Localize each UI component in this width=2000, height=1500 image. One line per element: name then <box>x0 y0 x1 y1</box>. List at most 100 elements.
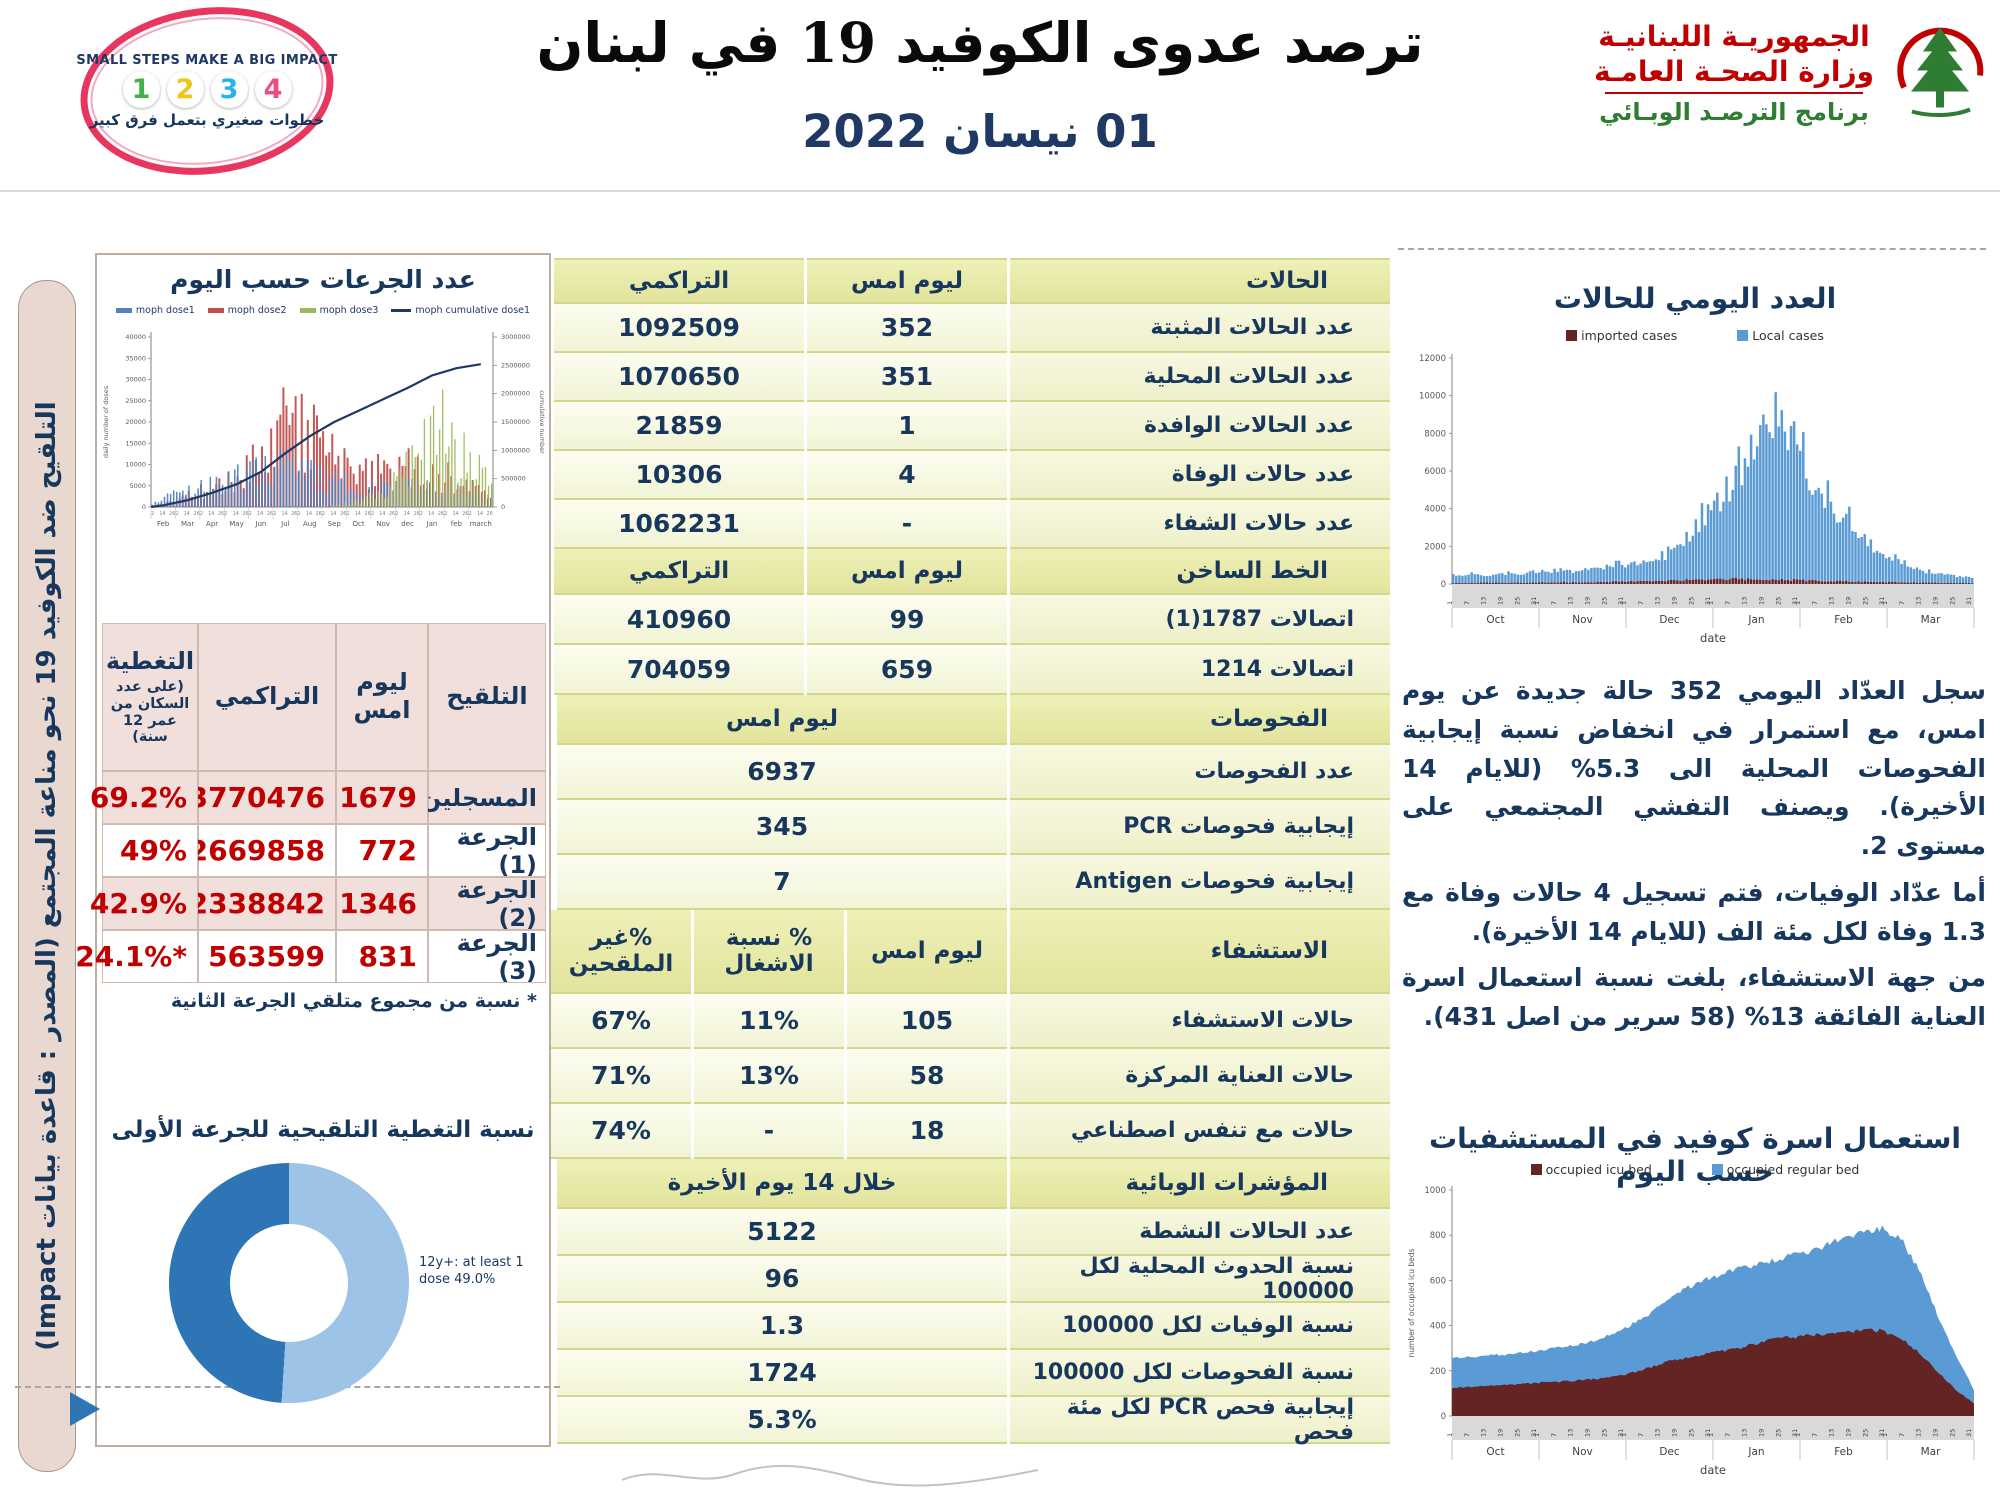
column-header: ليوم امس <box>557 695 1007 745</box>
svg-text:Mar: Mar <box>1921 1446 1941 1458</box>
row-value: 410960 <box>554 595 804 645</box>
svg-text:2: 2 <box>249 511 252 517</box>
svg-text:date: date <box>1700 1463 1726 1477</box>
row-value: 10306 <box>554 451 804 500</box>
svg-text:2: 2 <box>444 511 447 517</box>
row-label: اتصالات 1787(1) <box>1010 595 1390 645</box>
summary-p1: سجل العدّاد اليومي 352 حالة جديدة عن يوم… <box>1402 676 1986 860</box>
svg-text:31: 31 <box>1617 597 1625 605</box>
legend-label: moph cumulative dose1 <box>415 305 531 316</box>
icu-bed-swatch-icon <box>1530 1164 1542 1175</box>
row-value: 5122 <box>557 1209 1007 1256</box>
vaccination-table: التلقيح ليوم امس التراكمي التغطية (على عدد ا… <box>75 623 546 985</box>
svg-text:25000: 25000 <box>125 397 146 405</box>
row-value: 351 <box>807 353 1007 402</box>
svg-text:7: 7 <box>1724 1433 1732 1437</box>
legend-label: imported cases <box>1581 328 1678 343</box>
svg-text:march: march <box>470 520 492 528</box>
svg-text:31: 31 <box>1704 597 1712 605</box>
svg-text:19: 19 <box>1671 1429 1679 1437</box>
svg-text:14: 14 <box>159 511 165 517</box>
svg-text:25: 25 <box>1774 1429 1782 1437</box>
svg-text:500000: 500000 <box>501 475 526 483</box>
svg-text:Sep: Sep <box>328 520 342 528</box>
svg-text:13: 13 <box>1741 1429 1749 1437</box>
first-dose-coverage-donut <box>169 1163 409 1403</box>
row-label: عدد حالات الوفاة <box>1010 451 1390 500</box>
svg-text:31: 31 <box>1704 1429 1712 1437</box>
legend-label: Local cases <box>1752 328 1824 343</box>
svg-text:May: May <box>229 520 243 528</box>
svg-text:600: 600 <box>1430 1276 1446 1286</box>
row-value: 58 <box>847 1049 1007 1104</box>
svg-text:Jul: Jul <box>280 520 290 528</box>
svg-text:Nov: Nov <box>1572 1446 1593 1458</box>
row-value: 13% <box>694 1049 844 1104</box>
beds-chart-title: استعمال اسرة كوفيد في المستشفيات حسب الي… <box>1429 1122 1961 1188</box>
svg-text:7: 7 <box>1724 601 1732 605</box>
svg-text:13: 13 <box>1480 597 1488 605</box>
vacc-row-value: 2338842 <box>189 877 336 930</box>
vacc-row-value: 24.1%* <box>75 930 198 983</box>
svg-text:4000: 4000 <box>1424 505 1446 515</box>
row-value: 4 <box>807 451 1007 500</box>
vacc-row-label: الجرعة (1) <box>428 823 546 879</box>
svg-text:31: 31 <box>1878 597 1886 605</box>
legend-label: moph dose2 <box>227 305 287 316</box>
svg-text:1: 1 <box>1881 601 1889 605</box>
vacc-row-label: الجرعة (2) <box>428 876 546 932</box>
svg-text:800: 800 <box>1430 1231 1446 1241</box>
doses-by-day-chart: 0 5000 10000 15000 20000 25000 30000 35000 40000… <box>99 321 546 575</box>
svg-text:19: 19 <box>1497 597 1505 605</box>
legend-label: occupied icu bed <box>1545 1162 1652 1177</box>
daily-cases-chart: 0 2000 4000 6000 8000 10000 12000 1 7 13 19 25 31 Oct… <box>1402 346 1988 662</box>
cedar-icon <box>1890 12 1990 134</box>
doses-chart-title: عدد الجرعات حسب اليوم <box>170 265 476 294</box>
legend-label: moph dose3 <box>319 305 379 316</box>
step-2-icon: 2 <box>166 71 204 108</box>
svg-text:13: 13 <box>1567 597 1575 605</box>
row-label: عدد الحالات الوافدة <box>1010 402 1390 451</box>
svg-text:daily number of doses: daily number of doses <box>102 385 110 458</box>
column-header: ليوم امس <box>807 258 1007 304</box>
row-label: اتصالات 1214 <box>1010 645 1390 695</box>
svg-text:2: 2 <box>371 511 374 517</box>
svg-text:26: 26 <box>218 511 224 517</box>
svg-text:2: 2 <box>395 511 398 517</box>
column-header: الفحوصات <box>1010 695 1390 745</box>
svg-text:400: 400 <box>1430 1322 1446 1332</box>
row-value: 1 <box>807 402 1007 451</box>
vacc-row-value: 42.9% <box>90 877 198 930</box>
vacc-row-value: 772 <box>336 824 428 877</box>
svg-text:14: 14 <box>281 511 287 517</box>
row-label: إيجابية فحص PCR لكل مئة فحص <box>1010 1395 1390 1445</box>
svg-text:date: date <box>1700 631 1726 645</box>
doses-chart-legend: moph dose1 moph dose2 moph dose3 moph cu… <box>97 305 549 316</box>
row-value: 67% <box>551 994 691 1049</box>
row-value: 1062231 <box>554 500 804 549</box>
legend-item: moph dose1 <box>115 305 195 316</box>
row-value: 345 <box>557 800 1007 855</box>
svg-text:26: 26 <box>462 511 468 517</box>
svg-text:30000: 30000 <box>125 376 146 384</box>
svg-text:7: 7 <box>1898 601 1906 605</box>
svg-text:0: 0 <box>142 503 146 511</box>
summary-paragraph: سجل العدّاد اليومي 352 حالة جديدة عن يوم… <box>1402 672 1986 1045</box>
svg-text:19: 19 <box>1584 1429 1592 1437</box>
row-value: 1092509 <box>554 304 804 353</box>
legend-item: imported cases <box>1566 328 1677 343</box>
row-label: عدد الفحوصات <box>1010 745 1390 800</box>
vaccination-banner-text: التلقيح ضد الكوفيد 19 نحو مناعة المجتمع … <box>32 401 62 1351</box>
row-value: 1070650 <box>554 353 804 402</box>
svg-text:14: 14 <box>355 511 361 517</box>
svg-text:Jan: Jan <box>426 520 438 528</box>
row-label: عدد حالات الشفاء <box>1010 500 1390 549</box>
svg-text:2: 2 <box>322 511 325 517</box>
row-value: 659 <box>807 645 1007 695</box>
svg-text:31: 31 <box>1617 1429 1625 1437</box>
svg-text:7: 7 <box>1550 601 1558 605</box>
column-header: % نسبة الاشغال <box>694 910 844 994</box>
svg-text:26: 26 <box>316 511 322 517</box>
row-label: حالات الاستشفاء <box>1010 994 1390 1049</box>
column-header: الاستشفاء <box>1010 910 1390 994</box>
